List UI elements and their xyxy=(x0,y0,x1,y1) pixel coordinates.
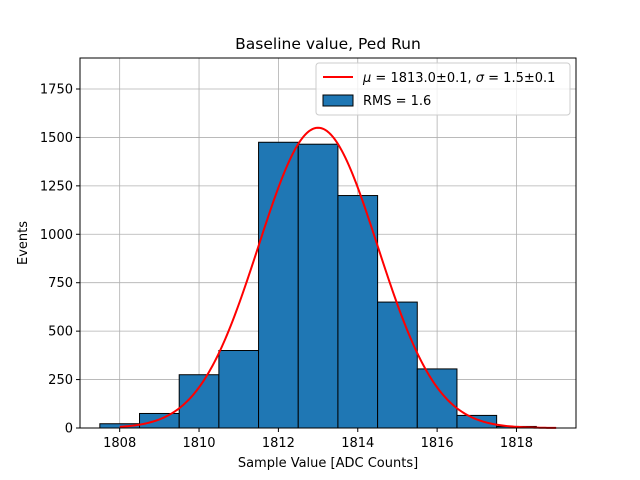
x-tick-label: 1812 xyxy=(262,436,295,451)
histogram-bar xyxy=(456,414,498,429)
y-axis-ticks: 0 250 500 750 1000 1250 1500 1750 xyxy=(40,82,80,437)
y-tick-label: 250 xyxy=(48,373,73,388)
histogram-bar xyxy=(218,350,260,429)
fit-curve xyxy=(119,126,557,429)
chart-title: Baseline value, Ped Run xyxy=(235,35,421,53)
legend-box xyxy=(315,62,571,116)
x-axis-label: Sample Value [ADC Counts] xyxy=(238,456,418,471)
y-tick-label: 1250 xyxy=(40,179,73,194)
legend-label: RMS = 1.6 xyxy=(363,94,431,109)
x-axis-ticks: 1808 1810 1812 1814 1816 1818 xyxy=(103,428,533,451)
x-tick-label: 1816 xyxy=(421,436,454,451)
y-tick-label: 0 xyxy=(65,422,73,437)
gaussian-fit xyxy=(119,126,557,429)
y-tick-label: 1750 xyxy=(40,82,73,97)
legend: μ = 1813.0±0.1, σ = 1.5±0.1 RMS = 1.6 xyxy=(315,62,571,116)
histogram-bar xyxy=(139,412,180,429)
y-tick-label: 750 xyxy=(48,276,73,291)
x-tick-label: 1808 xyxy=(103,436,136,451)
y-tick-label: 1000 xyxy=(40,228,73,243)
x-tick-label: 1814 xyxy=(341,436,374,451)
histogram-bar xyxy=(377,301,418,429)
legend-label: μ = 1813.0±0.1, σ = 1.5±0.1 xyxy=(362,71,555,86)
legend-patch-swatch xyxy=(322,94,354,107)
x-tick-label: 1810 xyxy=(182,436,215,451)
x-tick-label: 1818 xyxy=(500,436,533,451)
y-tick-label: 500 xyxy=(48,325,73,340)
histogram-bar xyxy=(178,374,220,429)
y-tick-label: 1500 xyxy=(40,131,73,146)
y-axis-label: Events xyxy=(16,221,31,265)
histogram-bar xyxy=(297,143,339,429)
histogram-bar xyxy=(416,368,458,429)
histogram-bar xyxy=(337,195,379,429)
plot-frame xyxy=(79,57,577,429)
